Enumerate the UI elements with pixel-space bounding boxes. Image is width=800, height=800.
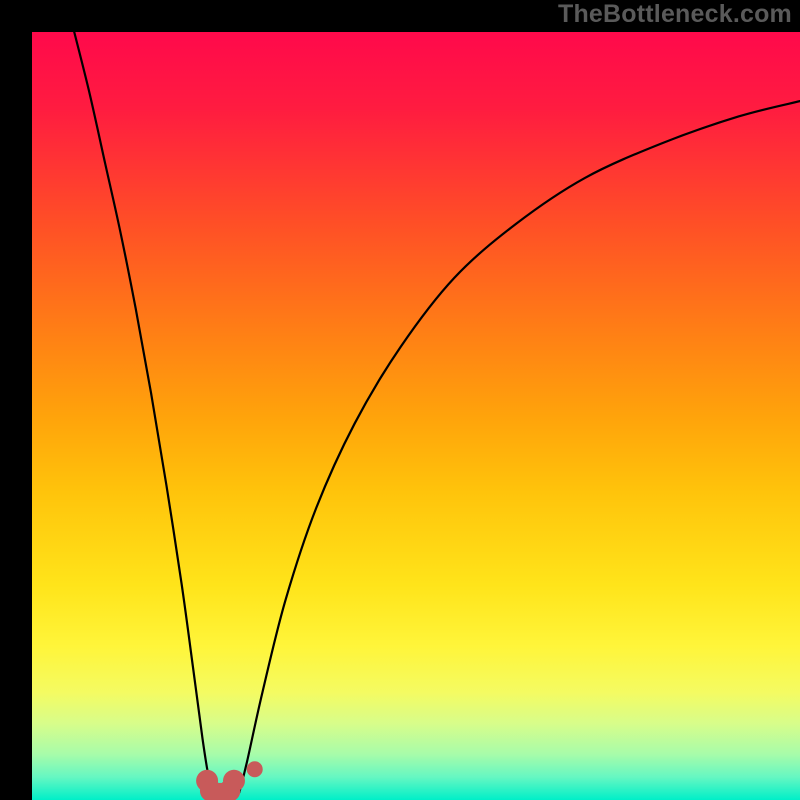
chart-root: TheBottleneck.com [0, 0, 800, 800]
bottom-markers-5 [247, 761, 263, 777]
curve-layer [0, 0, 800, 800]
bottom-markers-4 [223, 770, 245, 792]
left-curve [74, 32, 213, 792]
right-curve [239, 101, 800, 792]
